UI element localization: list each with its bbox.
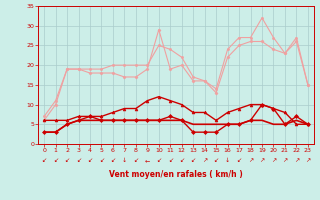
X-axis label: Vent moyen/en rafales ( km/h ): Vent moyen/en rafales ( km/h ) <box>109 170 243 179</box>
